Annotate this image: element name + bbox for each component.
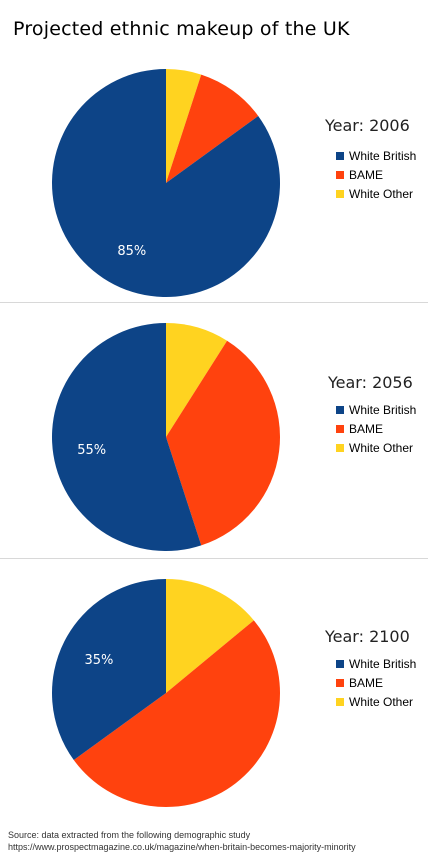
legend-item-white-british: White British bbox=[336, 400, 416, 419]
pie-slice-white-british bbox=[52, 579, 166, 761]
pie-chart-2006: 85% bbox=[52, 69, 281, 298]
legend-label: White British bbox=[349, 402, 417, 417]
slice-data-label: 35% bbox=[85, 653, 114, 668]
legend-swatch bbox=[336, 170, 344, 179]
year-label: Year: 2100 bbox=[325, 627, 410, 646]
legend: White British BAME White Other bbox=[336, 400, 416, 457]
legend-swatch bbox=[336, 405, 344, 414]
pie-panel-2100: 35% Year: 2100 White British BAME White … bbox=[0, 559, 428, 819]
legend-label: BAME bbox=[349, 167, 384, 182]
legend-swatch bbox=[336, 678, 344, 687]
legend-item-bame: BAME bbox=[336, 165, 416, 184]
legend-swatch bbox=[336, 189, 344, 198]
source-footer: Source: data extracted from the followin… bbox=[8, 829, 356, 853]
legend-label: White Other bbox=[349, 440, 414, 455]
legend-label: BAME bbox=[349, 421, 384, 436]
pie-panel-2056: 55% Year: 2056 White British BAME White … bbox=[0, 303, 428, 558]
legend-swatch bbox=[336, 151, 344, 160]
legend-item-white-british: White British bbox=[336, 146, 416, 165]
slice-data-label: 55% bbox=[77, 443, 106, 458]
legend-label: BAME bbox=[349, 675, 384, 690]
pie-slice-white-other bbox=[166, 579, 254, 693]
pie-slice-white-british bbox=[51, 323, 202, 551]
year-label: Year: 2006 bbox=[325, 116, 410, 135]
legend-item-white-other: White Other bbox=[336, 438, 416, 457]
pie-chart-2056: 55% bbox=[51, 323, 280, 551]
legend-swatch bbox=[336, 659, 344, 668]
legend-swatch bbox=[336, 443, 344, 452]
pie-slice-white-british bbox=[52, 69, 281, 298]
pie-slice-white-other bbox=[166, 323, 228, 437]
pie-slice-white-other bbox=[166, 69, 202, 183]
legend-item-white-other: White Other bbox=[336, 184, 416, 203]
legend-swatch bbox=[336, 697, 344, 706]
legend: White British BAME White Other bbox=[336, 146, 416, 203]
legend-swatch bbox=[336, 424, 344, 433]
pie-slice-bame bbox=[73, 620, 281, 808]
source-note: Source: data extracted from the followin… bbox=[8, 830, 251, 840]
year-label: Year: 2056 bbox=[328, 373, 413, 392]
legend-label: White Other bbox=[349, 694, 414, 709]
legend-item-white-other: White Other bbox=[336, 692, 416, 711]
slice-data-label: 85% bbox=[117, 244, 146, 259]
legend-label: White Other bbox=[349, 186, 414, 201]
legend-item-bame: BAME bbox=[336, 673, 416, 692]
pie-slice-bame bbox=[166, 74, 259, 183]
pie-panel-2006: 85% Year: 2006 White British BAME White … bbox=[0, 0, 428, 300]
legend: White British BAME White Other bbox=[336, 654, 416, 711]
legend-label: White British bbox=[349, 148, 417, 163]
pie-slice-bame bbox=[166, 340, 280, 546]
pie-chart-2100: 35% bbox=[52, 579, 281, 808]
source-url: https://www.prospectmagazine.co.uk/magaz… bbox=[8, 842, 356, 852]
chart-title: Projected ethnic makeup of the UK bbox=[13, 18, 350, 40]
legend-label: White British bbox=[349, 656, 417, 671]
divider bbox=[0, 558, 428, 559]
divider bbox=[0, 302, 428, 303]
legend-item-bame: BAME bbox=[336, 419, 416, 438]
legend-item-white-british: White British bbox=[336, 654, 416, 673]
